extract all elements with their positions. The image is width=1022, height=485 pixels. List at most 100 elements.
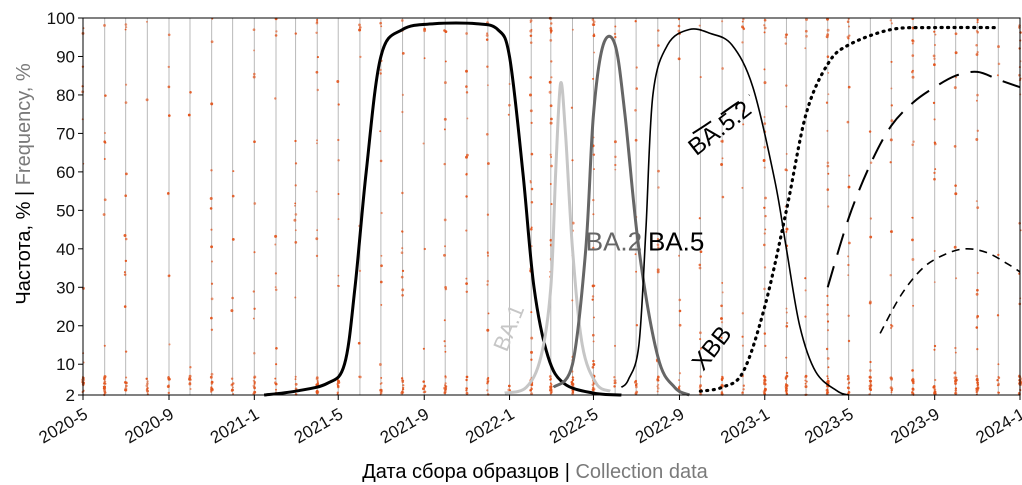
- scatter-point: [975, 391, 978, 394]
- scatter-point: [955, 76, 957, 79]
- scatter-point: [549, 378, 552, 381]
- scatter-point: [336, 391, 339, 394]
- scatter-point: [275, 30, 278, 33]
- scatter-point: [104, 141, 107, 144]
- scatter-point: [294, 184, 297, 187]
- scatter-point: [890, 230, 894, 234]
- scatter-point: [210, 40, 214, 44]
- series-late_short: [879, 247, 1021, 334]
- scatter-point: [274, 234, 278, 238]
- scatter-point: [529, 29, 533, 33]
- scatter-point: [316, 56, 319, 59]
- scatter-point: [549, 238, 553, 242]
- scatter-point: [466, 153, 469, 157]
- scatter-point: [146, 380, 149, 383]
- scatter-point: [826, 161, 830, 164]
- scatter-point: [530, 121, 533, 124]
- y-tick-label-2: 2: [66, 386, 75, 405]
- scatter-point: [635, 87, 638, 90]
- scatter-point: [657, 169, 660, 173]
- scatter-point: [827, 172, 830, 175]
- scatter-point: [337, 284, 340, 288]
- scatter-point: [275, 363, 278, 366]
- scatter-point: [401, 247, 404, 250]
- series-lines: [263, 21, 1021, 397]
- scatter-points: [81, 16, 1022, 397]
- scatter-point: [954, 351, 957, 354]
- annotation-ba-1: BA.1: [488, 301, 529, 355]
- scatter-point: [465, 378, 468, 382]
- scatter-point: [230, 309, 234, 313]
- annotation-xbb: XBB: [687, 321, 738, 375]
- scatter-point: [825, 347, 829, 351]
- scatter-point: [210, 372, 214, 376]
- scatter-point: [486, 252, 489, 255]
- scatter-point: [486, 65, 489, 68]
- scatter-point: [529, 41, 533, 44]
- scatter-point: [167, 33, 171, 37]
- scatter-point: [294, 139, 297, 143]
- scatter-point: [825, 101, 829, 104]
- scatter-point: [933, 171, 936, 175]
- scatter-point: [401, 294, 404, 297]
- scatter-point: [253, 140, 256, 144]
- scatter-point: [444, 60, 447, 63]
- scatter-point: [721, 67, 724, 70]
- scatter-point: [315, 70, 319, 74]
- scatter-point: [189, 366, 192, 369]
- x-tick-label-2020-5: 2020-5: [36, 404, 91, 447]
- y-tick-label-60: 60: [56, 163, 75, 182]
- scatter-point: [954, 389, 958, 392]
- scatter-point: [486, 213, 490, 216]
- scatter-point: [444, 350, 447, 353]
- scatter-point: [826, 55, 830, 58]
- scatter-point: [210, 228, 213, 231]
- series-ba2: [552, 34, 690, 397]
- scatter-point: [975, 138, 979, 141]
- scatter-point: [785, 356, 788, 359]
- scatter-point: [550, 203, 553, 206]
- scatter-point: [465, 32, 468, 35]
- scatter-point: [764, 379, 767, 382]
- scatter-point: [274, 34, 278, 37]
- scatter-point: [763, 81, 767, 85]
- x-tick-label-2021-5: 2021-5: [291, 404, 346, 447]
- scatter-point: [741, 391, 744, 394]
- scatter-point: [274, 97, 277, 100]
- scatter-point: [635, 382, 638, 385]
- scatter-point: [934, 378, 937, 382]
- scatter-point: [380, 25, 383, 28]
- scatter-point: [486, 84, 489, 87]
- scatter-point: [422, 380, 425, 383]
- scatter-point: [294, 382, 298, 386]
- scatter-point: [764, 196, 767, 200]
- scatter-point: [571, 299, 574, 302]
- scatter-point: [530, 311, 533, 314]
- scatter-point: [379, 388, 383, 392]
- scatter-point: [530, 336, 534, 340]
- scatter-point: [847, 37, 850, 40]
- scatter-point: [123, 271, 126, 274]
- scatter-point: [275, 347, 278, 350]
- scatter-point: [549, 39, 553, 42]
- scatter-point: [422, 347, 425, 350]
- scatter-point: [380, 303, 383, 306]
- scatter-point: [699, 250, 703, 254]
- scatter-point: [932, 101, 936, 105]
- scatter-point: [889, 19, 892, 22]
- scatter-point: [188, 374, 192, 378]
- scatter-point: [721, 376, 724, 379]
- scatter-point: [699, 338, 702, 341]
- annotation-ba-2: BA.2: [586, 227, 642, 257]
- scatter-point: [358, 269, 362, 273]
- y-tick-label-20: 20: [56, 317, 75, 336]
- scatter-point: [293, 218, 297, 222]
- scatter-point: [103, 131, 107, 135]
- x-tick-label-2023-1: 2023-1: [717, 404, 772, 447]
- scatter-point: [826, 329, 830, 332]
- scatter-point: [315, 31, 318, 35]
- scatter-point: [549, 121, 553, 125]
- scatter-point: [337, 193, 340, 195]
- scatter-point: [210, 245, 214, 249]
- scatter-point: [443, 390, 447, 394]
